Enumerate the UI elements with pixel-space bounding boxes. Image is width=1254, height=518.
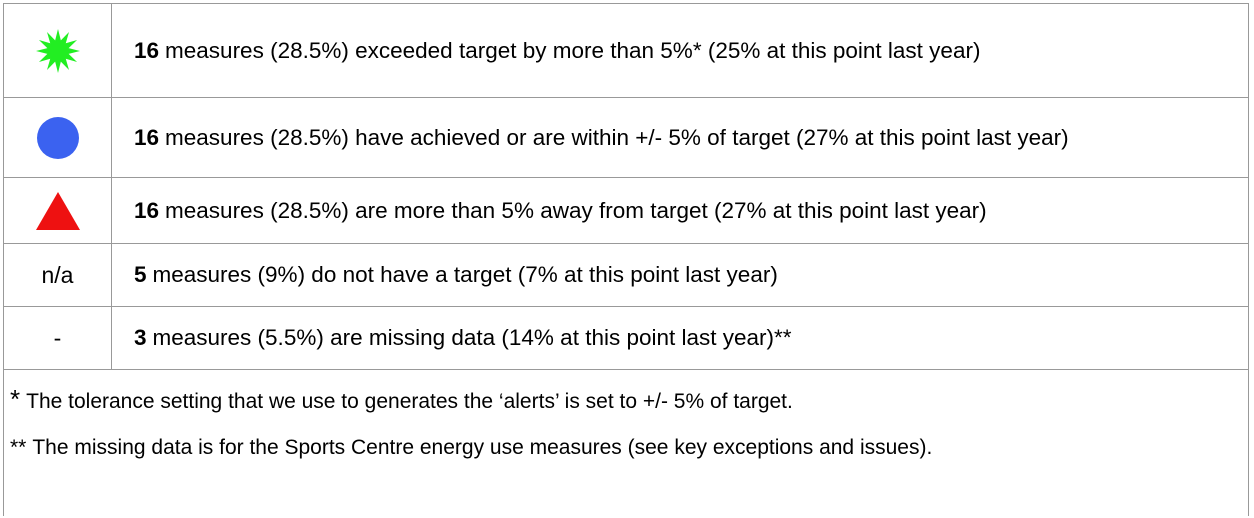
footnote: * The tolerance setting that we use to ge…: [10, 376, 1248, 425]
footnote-marker: *: [10, 384, 21, 414]
row: 16 measures (28.5%) are more than 5% away…: [4, 178, 1248, 244]
count: 16: [134, 37, 160, 63]
symbol: -: [4, 307, 112, 369]
symbol: n/a: [4, 244, 112, 306]
footnotes: * The tolerance setting that we use to ge…: [4, 370, 1248, 471]
footnote-marker: **: [10, 436, 27, 459]
red-triangle: [35, 191, 80, 230]
count: 16: [134, 124, 160, 150]
row-text: measures (9%) do not have a target (7% a…: [152, 262, 778, 287]
row-text: measures (5.5%) are missing data (14% at…: [152, 325, 792, 350]
icon-cell: [4, 178, 112, 243]
row-text: measures (28.5%) exceeded target by more…: [165, 37, 981, 63]
row: 16 measures (28.5%) exceeded target by mo…: [4, 4, 1248, 98]
icon-cell: [4, 4, 112, 97]
footnote-text: The tolerance setting that we use to gen…: [26, 390, 793, 413]
footnote-text: The missing data is for the Sports Centr…: [32, 436, 933, 459]
count: 16: [134, 197, 160, 223]
green-star: [35, 28, 80, 73]
icon-cell: [4, 98, 112, 177]
count: 5: [134, 262, 147, 287]
row: n/a 5 measures (9%) do not have a target …: [4, 244, 1248, 307]
row: - 3 measures (5.5%) are missing data (14%…: [4, 307, 1248, 370]
row: 16 measures (28.5%) have achieved or are …: [4, 98, 1248, 178]
footnote: ** The missing data is for the Sports Cen…: [10, 425, 1248, 471]
count: 3: [134, 325, 147, 350]
blue-circle: [36, 116, 79, 159]
summary-table: 16 measures (28.5%) exceeded target by mo…: [3, 3, 1249, 516]
row-text: measures (28.5%) are more than 5% away f…: [165, 197, 987, 223]
row-text: measures (28.5%) have achieved or are wi…: [165, 124, 1069, 150]
